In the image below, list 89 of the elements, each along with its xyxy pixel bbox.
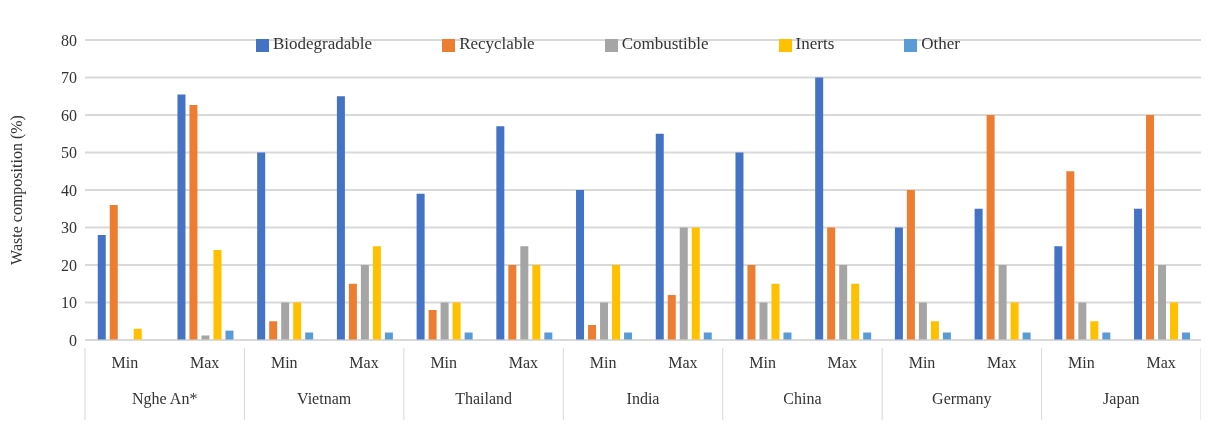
bar [1054,246,1063,340]
legend-label: Other [921,34,960,53]
bar [1158,265,1167,340]
bar [815,77,824,340]
y-tick-label: 20 [61,256,77,274]
bar [257,152,266,340]
bar [293,302,302,340]
bar [189,104,198,340]
text: India [626,390,660,407]
legend-label: Combustible [621,34,709,53]
bar [452,302,461,340]
bar [974,208,983,340]
x-tick-label: Max [189,354,220,371]
y-tick-label: 0 [69,331,77,349]
bar [520,246,529,340]
bar [269,321,278,340]
bar [372,246,381,340]
bar [930,321,939,340]
bar [1134,208,1143,340]
bar [281,302,290,340]
bar [532,265,541,340]
y-tick-label: 10 [61,294,77,312]
x-tick-label: Max [668,354,698,371]
bar [348,283,357,340]
bar [508,265,517,340]
bar [918,302,927,340]
bar [679,227,688,340]
x-tick-label: Min [749,354,776,371]
y-axis-title: Waste composition (%) [7,115,26,265]
bar [496,126,505,340]
x-tick-label: Min [270,354,298,371]
legend-label: Inerts [795,34,835,53]
x-tick-label: Max [1146,354,1176,371]
bar [1078,302,1087,340]
y-tick-label: 70 [61,69,77,87]
bar [839,265,848,340]
x-tick-label: Max [987,354,1017,371]
bar [906,190,915,340]
x-tick-label: Min [589,354,617,371]
bar [1010,302,1019,340]
x-tick-label: Min [430,354,458,371]
bar [213,250,222,340]
text: Vietnam [297,390,352,407]
bar [576,190,585,340]
text: China [783,390,822,407]
y-tick-label: 30 [61,219,77,237]
text: Germany [932,390,992,408]
bar [1066,171,1075,340]
bar [655,133,664,340]
legend-label: Biodegradable [273,34,373,53]
x-tick-label: Max [349,354,379,371]
bar [600,302,609,340]
y-tick-label: 80 [61,31,77,49]
x-tick-label: Max [508,354,539,371]
bar [735,152,744,340]
bar [612,265,621,340]
x-tick-label: Min [908,354,936,371]
y-tick-label: 40 [61,181,77,199]
bar [428,310,437,340]
bar [986,115,995,340]
bar [998,265,1007,340]
bar [827,227,836,340]
x-tick-label: Min [111,354,139,371]
bar [771,283,780,340]
legend-label: Recyclable [459,34,535,53]
text: Thailand [455,390,513,407]
bar [588,325,597,340]
y-tick-label: 60 [61,106,77,124]
bar [177,94,186,340]
bar [336,96,345,340]
bar [747,265,756,340]
bar [97,235,106,340]
bar [1146,115,1155,340]
bar [1170,302,1179,340]
bar [1090,321,1099,340]
bar [691,227,700,340]
bar [416,193,425,340]
y-tick-label: 50 [61,144,77,162]
bar [440,302,449,340]
bar [851,283,860,340]
bar [667,295,676,340]
text: Nghe An* [132,390,198,408]
bar [109,205,118,340]
bar [894,227,903,340]
bar [759,302,768,340]
x-tick-label: Min [1068,354,1095,371]
bar [360,265,369,340]
x-tick-label: Max [827,354,857,371]
text: Japan [1103,390,1140,408]
